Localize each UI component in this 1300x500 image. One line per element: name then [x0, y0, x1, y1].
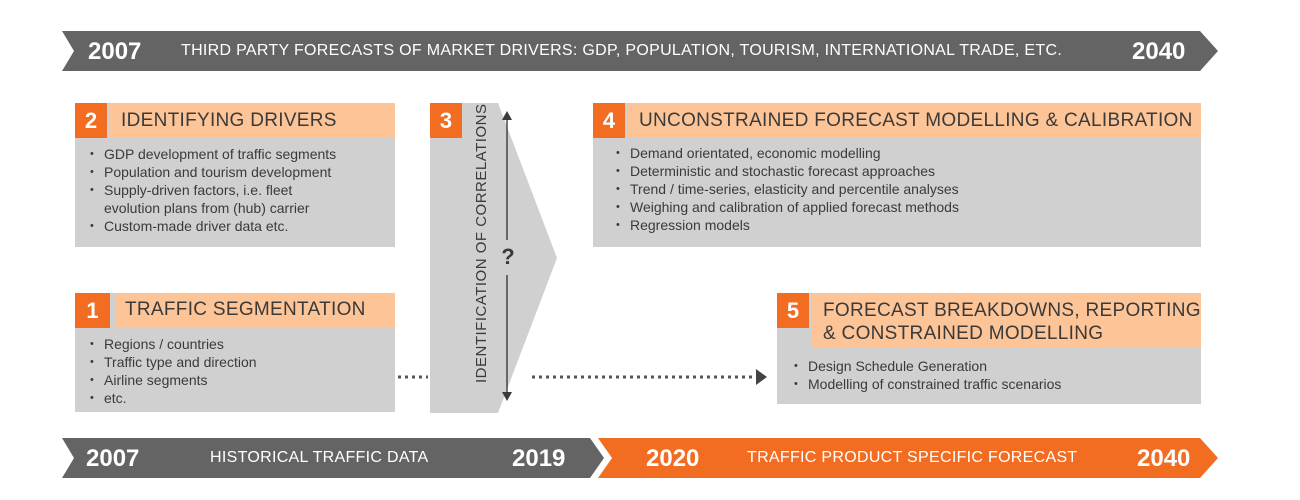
modelling-title: UNCONSTRAINED FORECAST MODELLING & CALIB… [639, 110, 1193, 131]
question-mark-icon: ? [501, 244, 515, 269]
correlations-arrow-shape [430, 103, 557, 413]
list-item: Weighing and calibration of applied fore… [614, 198, 959, 216]
forecast-label: TRAFFIC PRODUCT SPECIFIC FORECAST [747, 449, 1078, 466]
modelling-header [628, 103, 1201, 138]
correlations-label: IDENTIFICATION OF CORRELATIONS [473, 103, 490, 383]
drivers-header [110, 103, 395, 138]
historical-start-year: 2007 [86, 445, 140, 472]
list-item: Traffic type and direction [88, 353, 257, 371]
list-item-continuation: evolution plans from (hub) carrier [104, 200, 310, 216]
correlations-step-number: 3 [430, 103, 462, 138]
dotted-connector-arrowhead-icon [756, 369, 767, 385]
breakdowns-title-line1: FORECAST BREAKDOWNS, REPORTING [823, 300, 1201, 321]
breakdowns-step-number: 5 [777, 293, 809, 328]
drivers-title: IDENTIFYING DRIVERS [121, 110, 337, 131]
list-item: Design Schedule Generation [792, 357, 1061, 375]
top-start-year: 2007 [88, 38, 142, 65]
drivers-list: GDP development of traffic segments Popu… [88, 145, 336, 235]
correlation-arrowhead-down-icon [502, 392, 512, 401]
list-item: Custom-made driver data etc. [88, 217, 336, 235]
list-item: Demand orientated, economic modelling [614, 144, 959, 162]
drivers-step-number: 2 [75, 103, 107, 138]
list-item: GDP development of traffic segments [88, 145, 336, 163]
list-item: Modelling of constrained traffic scenari… [792, 375, 1061, 393]
historical-end-year: 2019 [512, 445, 566, 472]
list-item: Trend / time-series, elasticity and perc… [614, 180, 959, 198]
historical-timeline-arrow [62, 438, 604, 478]
top-end-year: 2040 [1132, 38, 1186, 65]
segmentation-list: Regions / countries Traffic type and dir… [88, 335, 257, 407]
top-timeline-arrow [62, 31, 1218, 71]
forecast-start-year: 2020 [646, 445, 700, 472]
forecast-timeline-arrow [598, 438, 1218, 478]
list-item: etc. [88, 389, 257, 407]
list-item: Deterministic and stochastic forecast ap… [614, 162, 959, 180]
forecast-end-year: 2040 [1137, 445, 1191, 472]
breakdowns-list: Design Schedule Generation Modelling of … [792, 357, 1061, 393]
modelling-list: Demand orientated, economic modelling De… [614, 144, 959, 234]
breakdowns-header [812, 293, 1201, 348]
breakdowns-title-line2: & CONSTRAINED MODELLING [823, 323, 1104, 344]
segmentation-step-number: 1 [75, 293, 110, 328]
list-item: Population and tourism development [88, 163, 336, 181]
modelling-step-number: 4 [593, 103, 625, 138]
historical-label: HISTORICAL TRAFFIC DATA [210, 449, 429, 466]
list-item: Regression models [614, 216, 959, 234]
correlation-arrowhead-up-icon [502, 111, 512, 120]
segmentation-title: TRAFFIC SEGMENTATION [125, 299, 366, 320]
top-bar-label: THIRD PARTY FORECASTS OF MARKET DRIVERS:… [181, 42, 1063, 59]
list-item: Airline segments [88, 371, 257, 389]
list-item: Regions / countries [88, 335, 257, 353]
list-item: Supply-driven factors, i.e. fleet [88, 181, 336, 199]
segmentation-header [115, 293, 395, 328]
